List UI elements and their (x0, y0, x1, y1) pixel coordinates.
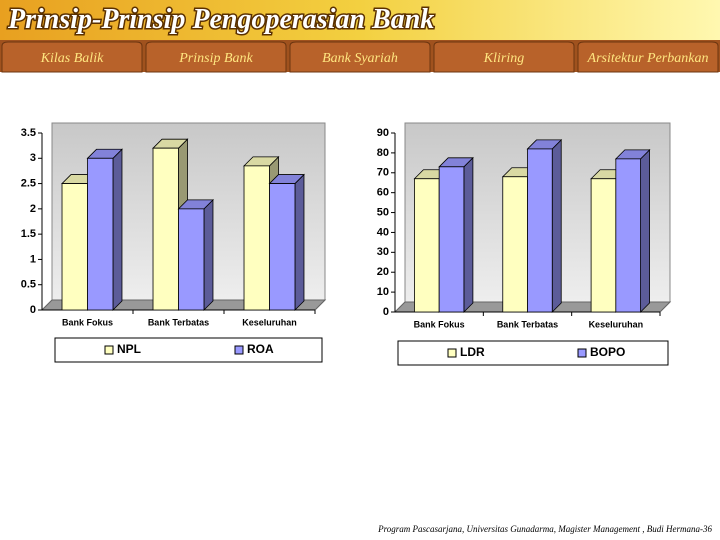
legend-box (54, 337, 323, 363)
bar (269, 183, 296, 311)
bar (61, 183, 88, 311)
tab[interactable] (145, 41, 287, 73)
y-tick-label: 3.5 (21, 127, 36, 139)
y-tick-label: 10 (377, 286, 389, 298)
legend-label: NPL (117, 342, 141, 356)
tab-label[interactable]: Arsitektur Perbankan (587, 51, 709, 66)
y-tick-label: 0 (383, 306, 389, 318)
bar-side (112, 148, 123, 311)
y-tick-label: 1.5 (21, 228, 36, 240)
bar-side (294, 173, 305, 311)
y-tick-label: 80 (377, 147, 389, 159)
tab-label[interactable]: Kilas Balik (40, 51, 104, 66)
tab[interactable] (433, 41, 575, 73)
bar (243, 165, 270, 311)
bar-side (640, 148, 650, 313)
legend-label: LDR (460, 345, 485, 359)
x-tick-label: Bank Fokus (62, 317, 113, 327)
y-tick-label: 2 (30, 203, 36, 215)
bar-side (463, 156, 474, 313)
legend-box (397, 340, 669, 366)
legend-swatch (234, 345, 244, 355)
bar (152, 147, 179, 311)
x-tick-label: Bank Fokus (414, 319, 465, 329)
tab-label[interactable]: Prinsip Bank (178, 51, 253, 66)
y-tick-label: 0.5 (21, 279, 36, 291)
x-tick-label: Bank Terbatas (148, 317, 209, 327)
tab[interactable] (1, 41, 143, 73)
y-tick-label: 60 (377, 187, 389, 199)
footer: Program Pascasarjana, Universitas Gunada… (377, 524, 712, 534)
bar (590, 178, 617, 313)
x-tick-label: Bank Terbatas (497, 319, 558, 329)
y-tick-label: 50 (377, 206, 389, 218)
tab-label[interactable]: Bank Syariah (322, 51, 398, 66)
y-tick-label: 20 (377, 266, 389, 278)
y-tick-label: 90 (377, 127, 389, 139)
tab[interactable] (289, 41, 431, 73)
legend-swatch (104, 345, 114, 355)
bar-side (551, 138, 562, 313)
x-tick-label: Keseluruhan (589, 319, 644, 329)
bar (87, 157, 114, 311)
bar (438, 166, 465, 313)
tab[interactable] (577, 41, 719, 73)
legend-label: ROA (247, 342, 274, 356)
tab-label[interactable]: Kliring (483, 51, 524, 66)
y-tick-label: 0 (30, 304, 36, 316)
bar (527, 148, 553, 313)
bar (502, 176, 528, 313)
y-tick-label: 1 (30, 253, 36, 265)
slide-title: Prinsip-Prinsip Pengoperasian Bank (7, 4, 434, 35)
legend-swatch (447, 348, 457, 358)
bar (178, 208, 205, 311)
bar (414, 178, 440, 313)
bar-side (203, 198, 214, 311)
x-tick-label: Keseluruhan (242, 317, 297, 327)
y-tick-label: 3 (30, 152, 36, 164)
legend-label: BOPO (590, 345, 625, 359)
y-tick-label: 70 (377, 167, 389, 179)
legend-swatch (577, 348, 587, 358)
header-band (0, 0, 720, 40)
bar (615, 158, 641, 313)
y-tick-label: 30 (377, 246, 389, 258)
y-tick-label: 2.5 (21, 177, 36, 189)
y-tick-label: 40 (377, 226, 389, 238)
